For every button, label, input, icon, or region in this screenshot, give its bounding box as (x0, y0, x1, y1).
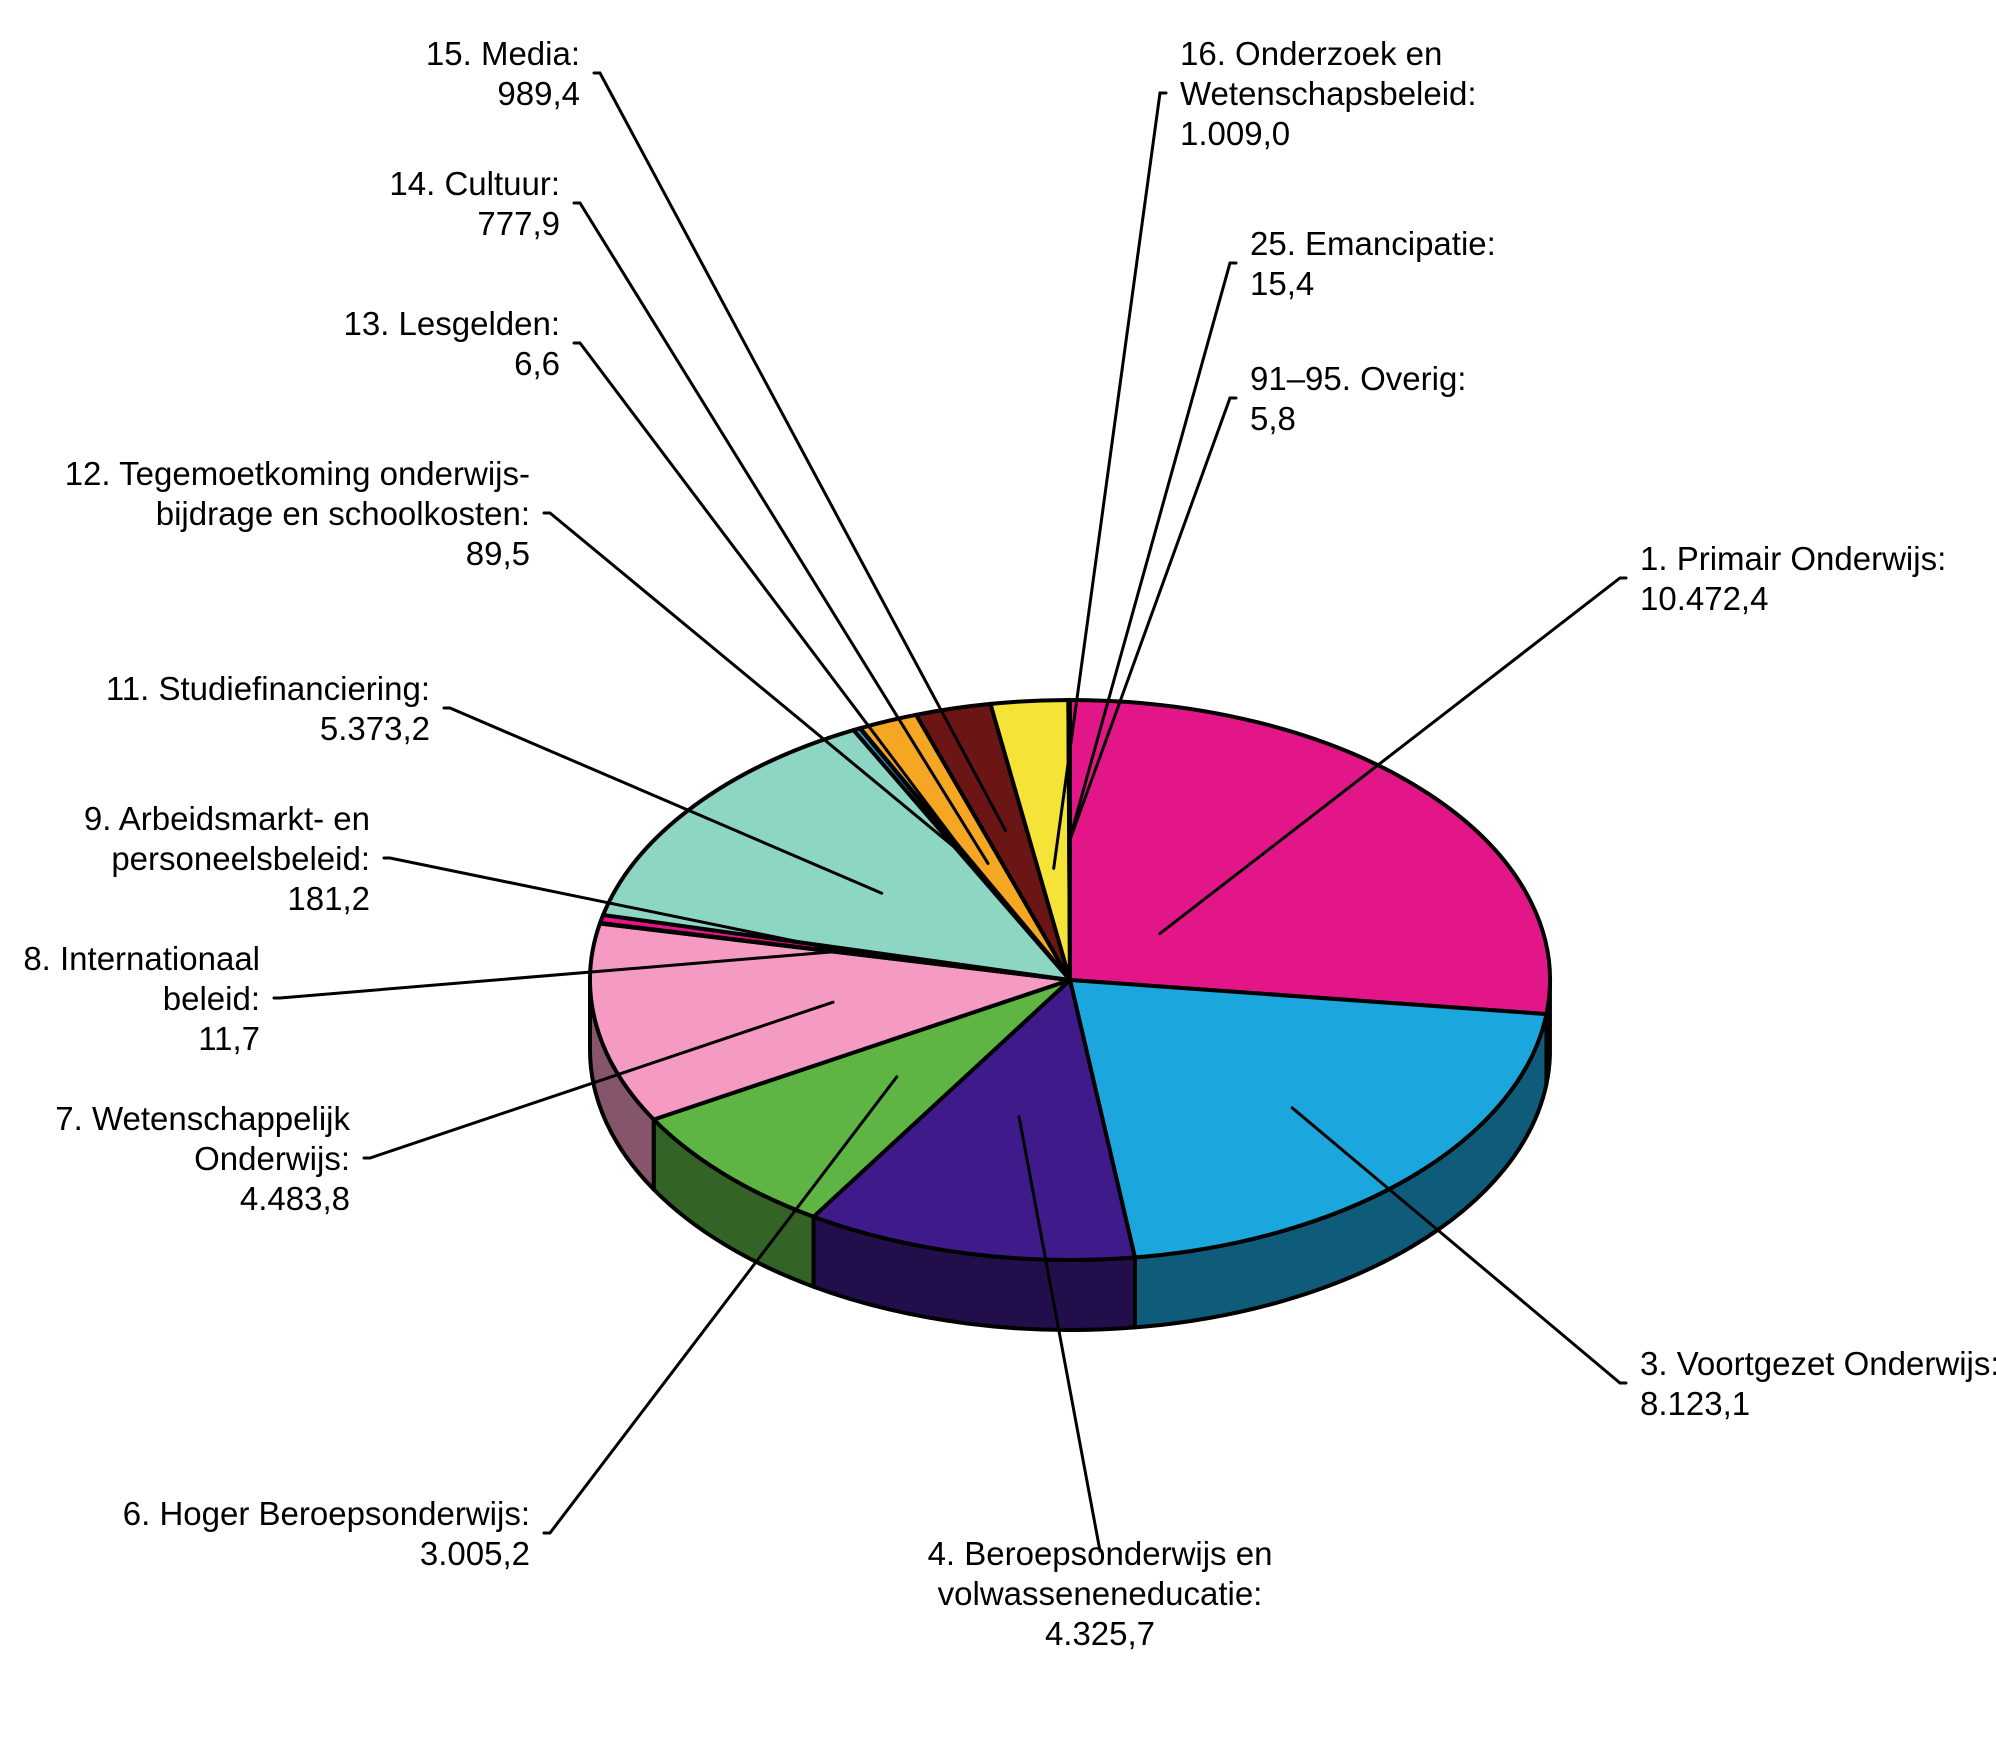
pie-top (590, 700, 1550, 1260)
pie-chart: 1. Primair Onderwijs:10.472,43. Voortgez… (0, 0, 1996, 1745)
